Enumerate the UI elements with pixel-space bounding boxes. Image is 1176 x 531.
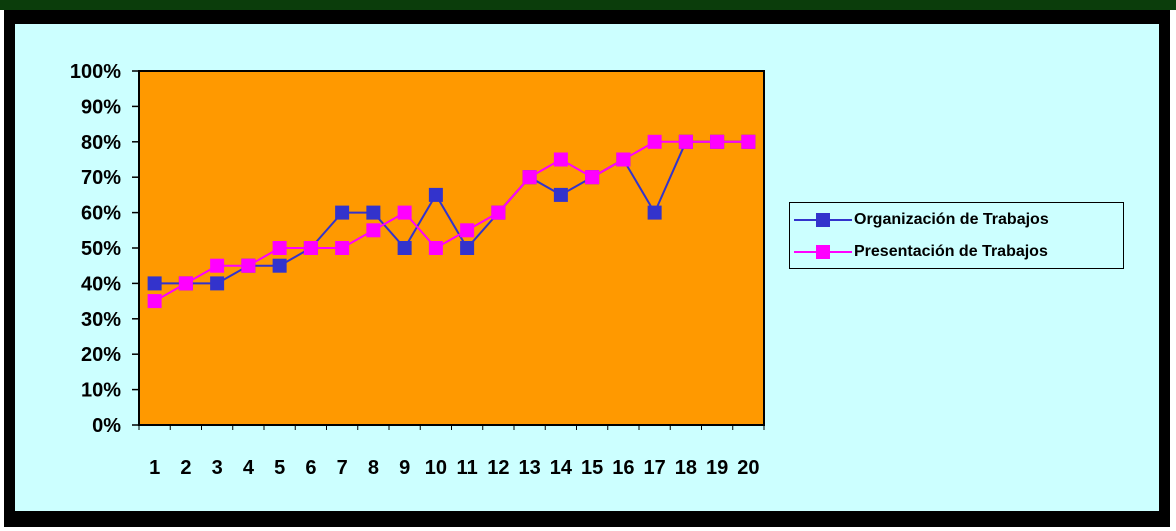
x-tick-label: 8 [368,457,379,479]
data-point-series-2 [522,170,537,185]
data-point-series-1 [272,258,287,273]
data-point-series-2 [460,223,475,238]
x-tick-label: 10 [425,457,447,479]
data-point-series-1 [210,276,225,291]
data-point-series-2 [397,205,412,220]
data-point-series-2 [147,294,162,309]
x-tick-label: 17 [644,457,666,479]
data-point-series-2 [647,134,662,149]
top-bar [0,0,1176,10]
legend-label-series-1: Organización de Trabajos [854,211,1049,228]
y-tick-label: 60% [81,203,121,225]
data-point-series-2 [741,134,756,149]
data-point-series-1 [397,241,412,255]
legend-item-series-1: Organización de Trabajos [790,205,1123,235]
x-tick-label: 1 [149,457,160,479]
y-tick-label: 90% [81,96,121,118]
legend-label-series-2: Presentación de Trabajos [854,243,1048,260]
x-tick-label: 15 [581,457,603,479]
y-tick-label: 10% [81,380,121,402]
data-point-series-2 [335,241,350,255]
y-tick-label: 0% [92,415,121,437]
data-point-series-2 [366,223,381,238]
plot-area [138,70,765,426]
x-tick-label: 9 [399,457,410,479]
legend-item-series-2: Presentación de Trabajos [790,237,1123,267]
y-tick-label: 20% [81,344,121,366]
data-point-series-2 [272,241,287,255]
y-tick-label: 50% [81,238,121,260]
data-point-series-2 [303,241,318,255]
x-tick-label: 4 [243,457,255,479]
data-point-series-2 [553,152,568,167]
data-point-series-2 [678,134,693,149]
x-tick-label: 2 [180,457,191,479]
data-point-series-1 [335,205,350,220]
data-point-series-1 [647,205,662,220]
legend-swatch-series-2 [794,245,852,259]
y-tick-label: 40% [81,273,121,295]
data-point-series-2 [241,258,256,273]
x-tick-label: 14 [550,457,573,479]
data-point-series-1 [366,205,381,220]
x-tick-label: 3 [212,457,223,479]
chart-legend: Organización de Trabajos Presentación de… [789,202,1124,269]
data-point-series-2 [585,170,600,185]
y-tick-label: 70% [81,167,121,189]
y-tick-label: 100% [70,61,121,83]
data-point-series-1 [147,276,162,291]
data-point-series-2 [178,276,193,291]
data-point-series-1 [553,187,568,202]
x-tick-label: 5 [274,457,285,479]
x-tick-label: 19 [706,457,728,479]
x-tick-label: 20 [737,457,759,479]
data-point-series-1 [428,187,443,202]
y-tick-label: 30% [81,309,121,331]
x-tick-label: 18 [675,457,697,479]
x-tick-label: 16 [612,457,634,479]
data-point-series-2 [428,241,443,255]
data-point-series-2 [616,152,631,167]
legend-swatch-series-1 [794,213,852,227]
data-point-series-2 [491,205,506,220]
data-point-series-2 [210,258,225,273]
data-point-series-2 [710,134,725,149]
data-point-series-1 [460,241,475,255]
y-tick-label: 80% [81,132,121,154]
x-tick-label: 12 [487,457,509,479]
x-tick-label: 6 [305,457,316,479]
x-tick-label: 7 [337,457,348,479]
x-tick-label: 11 [457,457,478,479]
x-tick-label: 13 [519,457,541,479]
